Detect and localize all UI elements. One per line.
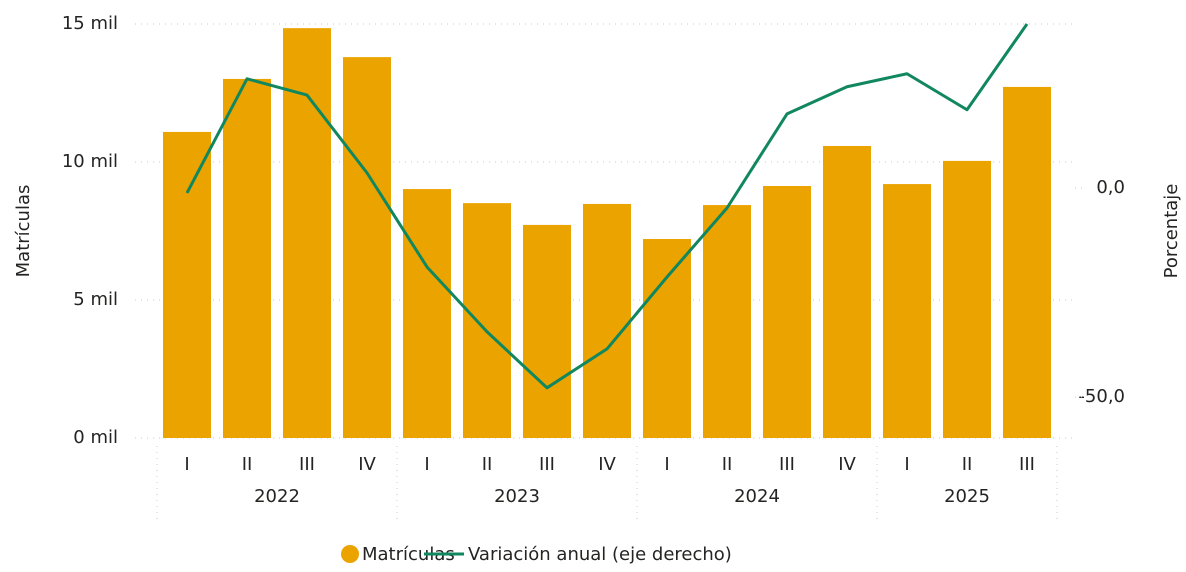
bar [223, 78, 271, 438]
bar [1003, 86, 1051, 438]
x-tick-label: III [299, 454, 315, 475]
x-group-label: 2023 [494, 486, 540, 507]
x-tick-label: IV [838, 454, 856, 475]
y-tick-label: 10 mil [62, 151, 118, 172]
x-group-label: 2025 [944, 486, 990, 507]
x-group-label: 2022 [254, 486, 300, 507]
y-tick-label: 0 mil [73, 427, 118, 448]
x-tick-label: I [904, 454, 909, 475]
line [185, 23, 1029, 390]
x-tick-label: II [482, 454, 493, 475]
x-tick-label: III [1019, 454, 1035, 475]
x-tick-label: II [722, 454, 733, 475]
legend-marker [341, 545, 359, 563]
legend-label: Matrículas [362, 544, 455, 565]
x-tick-label: III [539, 454, 555, 475]
bar [523, 224, 571, 438]
y-tick-label: 15 mil [62, 13, 118, 34]
x-tick-label: IV [358, 454, 376, 475]
x-tick-label: I [664, 454, 669, 475]
legend-label: Variación anual (eje derecho) [468, 544, 732, 565]
bar [343, 57, 391, 439]
y2-tick-label: -50,0 [1078, 386, 1125, 407]
bar [883, 184, 931, 438]
x-tick-label: I [424, 454, 429, 475]
x-group-label: 2024 [734, 486, 780, 507]
bar [463, 203, 511, 438]
bar [163, 131, 211, 438]
y-tick-label: 5 mil [73, 289, 118, 310]
bar [703, 205, 751, 438]
bar [403, 189, 451, 438]
y2-tick-label: 0,0 [1096, 177, 1125, 198]
bar [643, 239, 691, 438]
x-tick-label: II [962, 454, 973, 475]
y-axis-title: Matrículas [13, 185, 34, 278]
x-tick-label: III [779, 454, 795, 475]
bar [763, 186, 811, 438]
bar [583, 203, 631, 438]
y2-axis-title: Porcentaje [1161, 184, 1182, 279]
x-tick-label: II [242, 454, 253, 475]
x-tick-label: I [184, 454, 189, 475]
bar [823, 145, 871, 438]
x-tick-label: IV [598, 454, 616, 475]
bar [943, 160, 991, 438]
